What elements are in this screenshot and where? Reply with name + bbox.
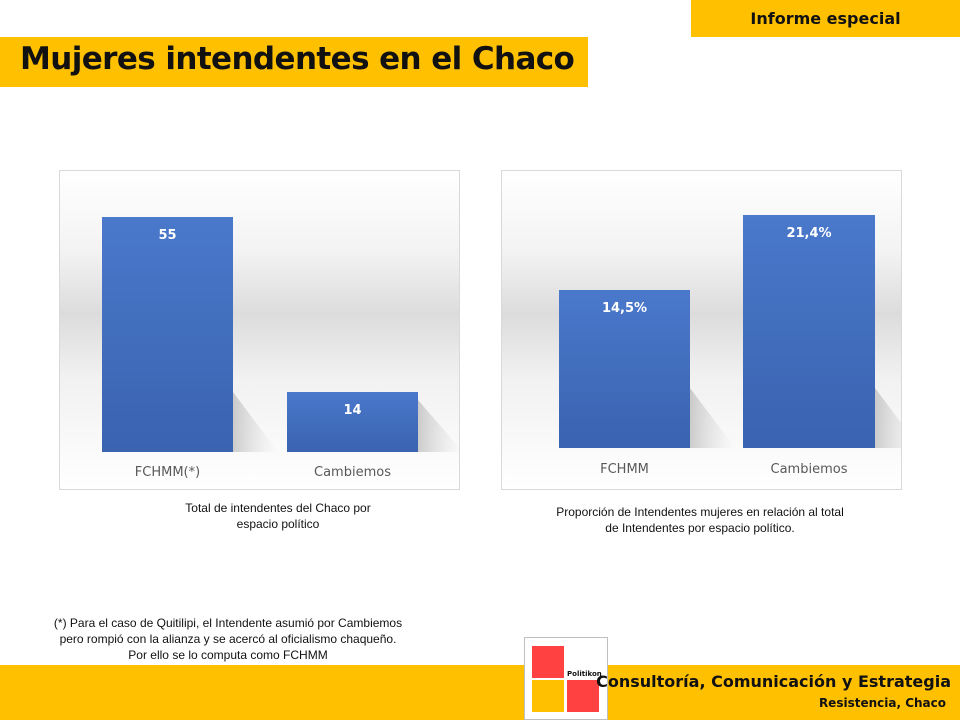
bar-fchmm	[102, 217, 233, 452]
data-label: 55	[158, 228, 176, 243]
report-tag: Informe especial	[691, 0, 960, 37]
logo-text: Politikon	[567, 670, 602, 678]
logo-square-yellow	[532, 680, 564, 712]
category-label: Cambiemos	[314, 465, 391, 480]
data-label: 21,4%	[786, 226, 831, 241]
chart-total-caption-line2: espacio político	[236, 517, 320, 531]
politikon-logo: Politikon	[524, 637, 608, 720]
bar-cambiemos	[743, 215, 875, 448]
bar-cambiemos	[287, 392, 418, 452]
title-banner: Mujeres intendentes en el Chaco	[0, 37, 588, 87]
bar-fchmm	[559, 290, 690, 448]
footnote: (*) Para el caso de Quitilipi, el Intend…	[28, 615, 428, 663]
brand-tagline: Consultoría, Comunicación y Estrategia	[596, 672, 951, 691]
logo-square-red-bottom	[567, 680, 599, 712]
category-label: Cambiemos	[771, 462, 848, 477]
chart-proporcion-mujeres: 14,5% FCHMM 21,4% Cambiemos	[501, 170, 902, 490]
chart-proporcion-caption-line1: Proporción de Intendentes mujeres en rel…	[556, 505, 844, 519]
chart-proporcion-caption: Proporción de Intendentes mujeres en rel…	[520, 504, 880, 536]
footer-bar	[0, 665, 960, 720]
bar-shadow	[875, 388, 901, 448]
chart-total-caption-line1: Total de intendentes del Chaco por	[185, 501, 371, 515]
category-label: FCHMM(*)	[135, 465, 200, 480]
chart-total-svg: 55 FCHMM(*) 14 Cambiemos	[102, 217, 459, 480]
footnote-line3: Por ello se lo computa como FCHMM	[128, 648, 328, 662]
bar-shadow	[690, 388, 735, 448]
bar-shadow	[233, 392, 278, 452]
page-title: Mujeres intendentes en el Chaco	[20, 41, 575, 77]
footnote-line2: pero rompió con la alianza y se acercó a…	[59, 632, 397, 646]
data-label: 14	[343, 403, 361, 418]
logo-square-red-top	[532, 646, 564, 678]
data-label: 14,5%	[602, 301, 647, 316]
chart-proporcion-svg: 14,5% FCHMM 21,4% Cambiemos	[559, 215, 901, 477]
category-label: FCHMM	[600, 462, 649, 477]
chart-total-caption: Total de intendentes del Chaco por espac…	[158, 500, 398, 532]
brand-location: Resistencia, Chaco	[818, 696, 946, 710]
footnote-line1: (*) Para el caso de Quitilipi, el Intend…	[53, 616, 403, 630]
chart-proporcion-caption-line2: de Intendentes por espacio político.	[605, 521, 795, 535]
bar-shadow	[418, 400, 459, 452]
chart-total-intendentes: 55 FCHMM(*) 14 Cambiemos	[59, 170, 460, 490]
